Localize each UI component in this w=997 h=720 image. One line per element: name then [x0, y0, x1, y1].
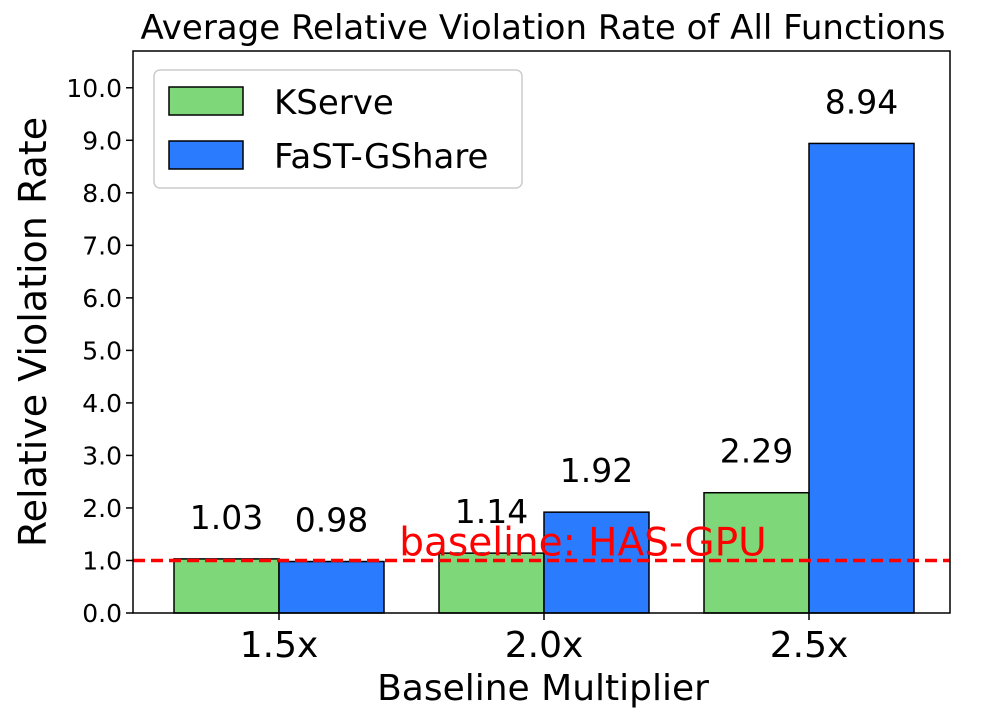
bar-fast-gshare: [543, 511, 650, 614]
y-tick-label: 3.0: [82, 441, 122, 470]
y-tick-label: 8.0: [82, 179, 122, 208]
bar-fast-gshare: [278, 560, 385, 614]
y-tick-label: 0.0: [82, 599, 122, 628]
x-tick-label: 2.5x: [770, 625, 849, 666]
bar-value-label: 1.03: [190, 498, 263, 537]
bar-kserve: [703, 491, 810, 614]
y-axis-label: Relative Violation Rate: [11, 117, 55, 547]
bar-value-label: 8.94: [825, 82, 898, 121]
bar-value-label: 2.29: [720, 432, 793, 471]
legend-label-fast-gshare: FaST-GShare: [274, 137, 488, 177]
y-tick-label: 5.0: [82, 336, 122, 365]
chart-title: Average Relative Violation Rate of All F…: [141, 8, 946, 48]
baseline-label: baseline: HAS-GPU: [399, 520, 766, 565]
plot-area: 0.0 1.0 2.0 3.0 4.0 5.0 6.0 7.0 8.0 9.0 10.0 1.5x 1.…: [66, 50, 951, 666]
legend-swatch-fast-gshare: [168, 140, 244, 170]
legend-label-kserve: KServe: [274, 83, 394, 123]
y-tick-label: 6.0: [82, 284, 122, 313]
y-tick-label: 10.0: [66, 74, 122, 103]
bar-value-label: 0.98: [295, 501, 368, 540]
bar-value-label: 1.14: [455, 492, 528, 531]
y-tick-label: 4.0: [82, 389, 122, 418]
x-axis-label: Baseline Multiplier: [377, 668, 709, 709]
legend: KServe FaST-GShare: [153, 69, 523, 189]
legend-swatch-kserve: [168, 86, 244, 116]
y-tick-label: 7.0: [82, 231, 122, 260]
y-tick-label: 1.0: [82, 546, 122, 575]
legend-frame: [153, 69, 523, 189]
x-tick-label: 2.0x: [505, 625, 584, 666]
bar-value-label: 1.92: [560, 451, 633, 490]
bar-fast-gshare: [808, 142, 915, 614]
x-tick-label: 1.5x: [240, 625, 319, 666]
y-tick-label: 2.0: [82, 494, 122, 523]
y-tick-label: 9.0: [82, 126, 122, 155]
plot-frame: [132, 50, 951, 614]
bar-kserve: [173, 558, 280, 614]
